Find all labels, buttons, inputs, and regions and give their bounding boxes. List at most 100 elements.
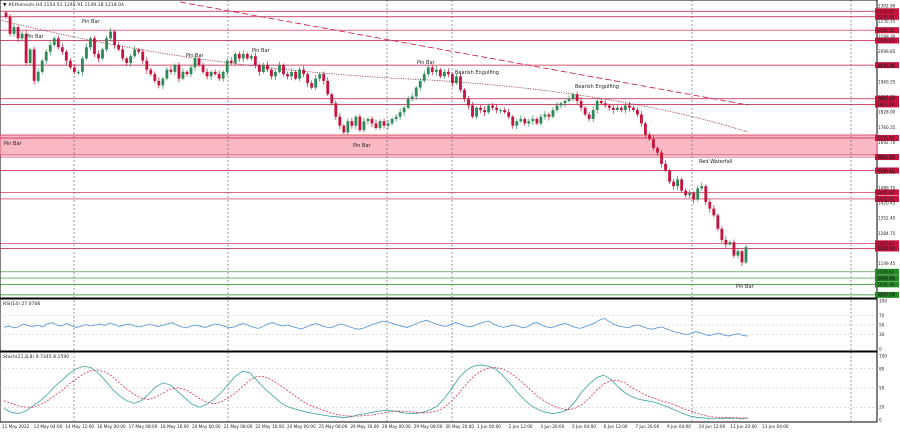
stoch-tick-label: 100 — [879, 354, 887, 359]
level-price-tag — [875, 195, 899, 202]
candle-body — [346, 121, 350, 133]
candle-body — [274, 71, 277, 77]
candle-body — [278, 65, 281, 72]
candle-body — [157, 80, 161, 86]
level-price-label: 1005.00 — [877, 292, 895, 297]
level-price-label: 1455.50 — [877, 190, 895, 195]
candle-body — [72, 67, 76, 72]
candle-body — [390, 118, 394, 124]
level-price-label: 1218.04 — [877, 246, 895, 251]
candle-body — [36, 71, 40, 81]
level-price-tag — [875, 101, 899, 108]
candle-body — [394, 116, 398, 119]
stoch-header: Stoch(21,8,8) 9.7345 8.1590 — [3, 354, 69, 360]
candle-body — [547, 114, 551, 117]
candle-body — [177, 65, 181, 79]
candle-body — [619, 107, 623, 110]
candle-body — [318, 74, 322, 79]
candle-body — [644, 123, 647, 135]
price-tick-label: 2099.85 — [878, 49, 896, 54]
candle-body — [656, 148, 659, 153]
candle-body — [382, 121, 386, 126]
candle-body — [358, 116, 362, 131]
candle-body — [221, 71, 225, 79]
pattern-label: Pin Bar — [4, 141, 23, 147]
candle-body — [398, 112, 402, 117]
pattern-label: Bearish Engulfing — [455, 70, 499, 76]
level-price-tag — [875, 268, 899, 275]
candle-body — [583, 107, 587, 115]
price-tick-label: 2235.55 — [878, 19, 896, 24]
candle-body — [603, 103, 607, 106]
stoch-tick-label: 20 — [879, 405, 885, 410]
level-price-label: 1432.42 — [877, 197, 895, 202]
level-price-label: 2030.20 — [877, 63, 895, 68]
candle-body — [326, 80, 330, 95]
candle-body — [591, 109, 595, 119]
candle-body — [446, 71, 450, 75]
candle-body — [599, 101, 603, 104]
time-tick-label: 14 May 12:00 — [65, 424, 94, 429]
candle-body — [740, 251, 744, 263]
rsi-tick-label: 50 — [879, 323, 885, 328]
candle-body — [640, 114, 643, 124]
candle-body — [97, 53, 100, 59]
candle-body — [479, 107, 482, 110]
candle-body — [668, 170, 671, 182]
candle-body — [60, 47, 64, 52]
candle-body — [563, 101, 567, 104]
time-tick-label: 13 Jun 04:00 — [762, 424, 789, 429]
level-price-label: 1560.45 — [877, 168, 895, 173]
candle-body — [652, 139, 655, 149]
time-tick-label: 25 May 08:00 — [319, 424, 348, 429]
candle-body — [744, 247, 748, 263]
level-price-tag — [875, 13, 899, 20]
price-tick-label: 1489.75 — [878, 185, 896, 190]
price-tick-label: 1828.00 — [878, 110, 896, 115]
candle-body — [129, 56, 133, 63]
candle-body — [684, 190, 688, 196]
price-tick-label: 2302.90 — [878, 4, 896, 9]
trend-lines — [0, 1, 749, 133]
price-tick-label: 1081.80 — [878, 276, 896, 281]
candle-body — [676, 179, 680, 187]
time-tick-label: 2 Jun 12:00 — [509, 424, 533, 429]
candle-body — [229, 60, 233, 63]
candle-body — [631, 107, 635, 110]
stoch-tick-label: 50 — [879, 386, 885, 391]
candle-body — [81, 58, 84, 72]
level-price-tag — [875, 95, 899, 102]
time-tick-label: 21 May 08:00 — [224, 424, 253, 429]
rsi-header: RSI(14) 27.0706 — [3, 301, 40, 307]
rsi-tick-label: 30 — [879, 332, 885, 337]
candle-body — [310, 83, 314, 88]
candle-body — [487, 105, 491, 113]
candle-body — [32, 49, 36, 81]
candle-body — [193, 58, 197, 68]
candle-body — [294, 71, 297, 79]
price-tick-label: 1284.75 — [878, 231, 896, 236]
time-tick-label: 6 Jun 12:00 — [604, 424, 628, 429]
candle-body — [539, 116, 543, 124]
time-tick-label: 26 May 16:00 — [350, 424, 379, 429]
candle-body — [426, 67, 430, 75]
candle-body — [495, 107, 499, 110]
candle-body — [12, 27, 16, 34]
time-tick-label: 22 May 16:00 — [255, 424, 284, 429]
rsi-indicator: 100 70 50 30 0 — [0, 299, 887, 352]
chart-header: ▼ #Ethereum,H4 1154.51 1245.91 1149.18 1… — [3, 2, 124, 8]
stoch-tick-label: 80 — [879, 366, 885, 371]
candle-body — [44, 51, 48, 61]
candle-body — [330, 94, 334, 104]
candle-body — [451, 74, 454, 84]
candle-body — [241, 53, 245, 59]
level-price-label: 1881.45 — [877, 96, 895, 101]
level-price-tag — [875, 62, 899, 69]
candle-body — [736, 251, 740, 256]
candle-body — [648, 134, 651, 140]
level-price-tag — [875, 240, 899, 247]
time-tick-label: 30 May 20:00 — [445, 424, 474, 429]
